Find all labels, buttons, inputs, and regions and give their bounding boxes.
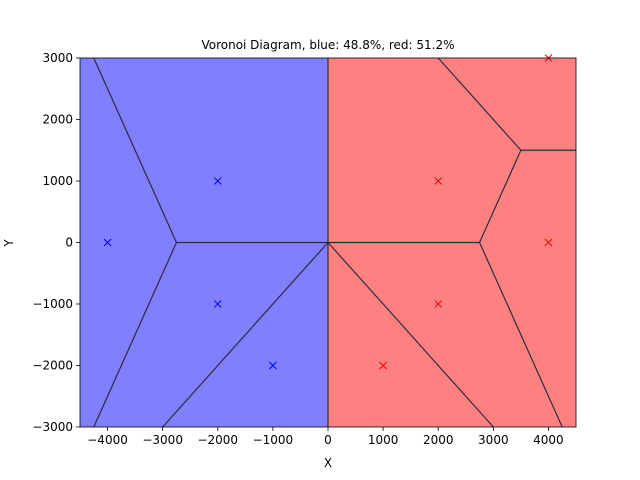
- red-point-marker: [434, 177, 443, 185]
- blue-point-marker: [269, 361, 277, 370]
- y-tick-label: −2000: [32, 359, 73, 373]
- red-point-marker: [544, 238, 553, 247]
- x-tick-label: 4000: [533, 433, 564, 447]
- blue-point-marker: [213, 300, 222, 308]
- y-tick-label: 1000: [42, 174, 73, 188]
- x-axis: −4000 −3000 −2000 −1000 0 1000 2000 3000 4000: [87, 427, 564, 447]
- x-tick-label: −1000: [253, 433, 294, 447]
- y-tick-label: −3000: [32, 420, 73, 434]
- blue-point-marker: [213, 177, 222, 185]
- voronoi-edge: [93, 242, 177, 428]
- y-tick-label: 0: [65, 236, 73, 250]
- voronoi-edge: [437, 57, 522, 151]
- x-tick-label: −2000: [197, 433, 238, 447]
- y-tick-label: −1000: [32, 297, 73, 311]
- voronoi-edge: [479, 242, 563, 428]
- y-tick-label: 2000: [42, 113, 73, 127]
- red-point-marker: [379, 361, 387, 370]
- voronoi-edge: [93, 57, 177, 243]
- y-axis: −3000 −2000 −1000 0 1000 2000 3000: [32, 51, 80, 434]
- y-axis-label: Y: [2, 239, 16, 248]
- voronoi-edge: [479, 150, 522, 243]
- voronoi-edge: [162, 242, 329, 428]
- x-tick-label: −3000: [142, 433, 183, 447]
- y-tick-label: 3000: [42, 51, 73, 65]
- chart-title: Voronoi Diagram, blue: 48.8%, red: 51.2%: [201, 38, 454, 52]
- x-tick-label: 0: [324, 433, 332, 447]
- red-point-marker: [434, 300, 443, 308]
- voronoi-edges-layer: [93, 57, 576, 428]
- blue-point-marker: [103, 238, 112, 247]
- x-axis-label: X: [324, 456, 332, 470]
- x-tick-label: 3000: [478, 433, 509, 447]
- voronoi-edge: [327, 242, 494, 428]
- x-tick-label: 2000: [423, 433, 454, 447]
- x-tick-label: −4000: [87, 433, 128, 447]
- x-tick-label: 1000: [368, 433, 399, 447]
